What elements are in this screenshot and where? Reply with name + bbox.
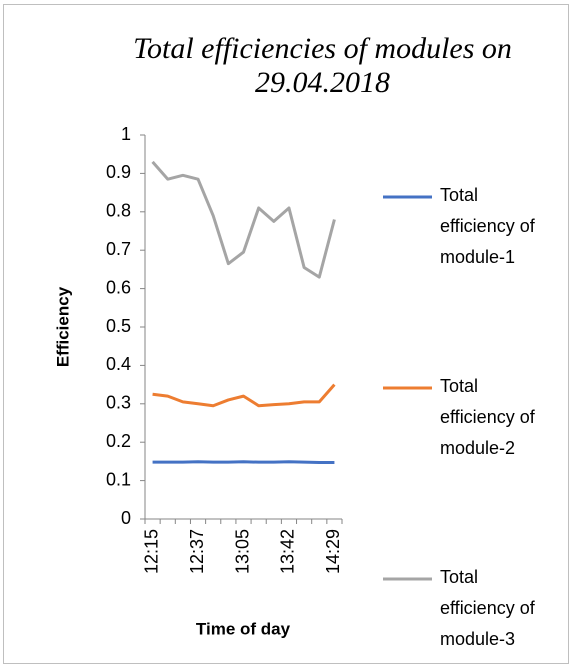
- y-tick-label: 0.2: [106, 431, 131, 451]
- x-axis-title: Time of day: [196, 619, 291, 638]
- x-tick-label: 12:15: [141, 529, 161, 574]
- x-tick-label: 13:42: [278, 529, 298, 574]
- y-tick-label: 0.7: [106, 239, 131, 259]
- y-tick-label: 0.9: [106, 162, 131, 182]
- x-tick-label: 14:29: [323, 529, 343, 574]
- series-line: [152, 460, 335, 465]
- x-tick-label: 12:37: [187, 529, 207, 574]
- x-tick-label: 13:05: [232, 529, 252, 574]
- y-tick-label: 0.6: [106, 277, 131, 297]
- chart-border: [3, 4, 569, 664]
- y-tick-label: 0.4: [106, 354, 131, 374]
- y-tick-label: 0: [121, 508, 131, 528]
- series-line: [152, 383, 336, 408]
- y-tick-label: 0.1: [106, 469, 131, 489]
- y-tick-label: 1: [121, 124, 131, 144]
- legend-label: Total efficiency of module-1: [440, 185, 535, 267]
- y-tick-label: 0.5: [106, 316, 131, 336]
- y-tick-label: 0.8: [106, 201, 131, 221]
- series-line: [151, 160, 336, 279]
- y-axis-title: Efficiency: [53, 286, 72, 367]
- y-tick-label: 0.3: [106, 393, 131, 413]
- legend-label: Total efficiency of module-3: [440, 567, 535, 649]
- chart-title: Total efficiencies of modules on 29.04.2…: [133, 32, 512, 99]
- legend-label: Total efficiency of module-2: [440, 376, 535, 458]
